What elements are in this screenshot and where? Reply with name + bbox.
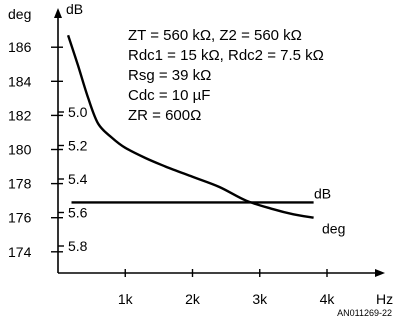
x-tick-label: 4k (320, 291, 336, 307)
deg-tick-label: 182 (8, 107, 32, 123)
labels-group: 186 184 182 180 178 176 174 5.0 5.2 5.4 5.6 5.8 1k 2k… (8, 1, 393, 318)
deg-tick-label: 178 (8, 176, 32, 192)
parameter-annotation: Rdc1 = 15 kΩ, Rdc2 = 7.5 kΩ (128, 47, 324, 64)
deg-tick-label: 184 (8, 73, 32, 89)
db-tick-label: 5.6 (68, 205, 88, 221)
parameter-annotation: ZR = 600Ω (128, 107, 201, 124)
figure-id: AN011269-22 (337, 308, 392, 318)
axes (51, 8, 385, 277)
x-axis-arrowhead (375, 269, 385, 277)
db-tick-label: 5.0 (68, 104, 88, 120)
parameter-annotation: Cdc = 10 µF (128, 87, 210, 104)
deg-tick-label: 180 (8, 142, 32, 158)
deg-tick-label: 186 (8, 39, 32, 55)
db-tick-label: 5.2 (68, 138, 88, 154)
parameter-annotation: ZT = 560 kΩ, Z2 = 560 kΩ (128, 27, 302, 44)
x-tick-label: 2k (185, 291, 201, 307)
series-label-db: dB (314, 185, 331, 201)
deg-tick-label: 176 (8, 210, 32, 226)
x-tick-label: 1k (118, 291, 134, 307)
y-axis-arrowhead (54, 8, 62, 18)
right-axis-title: dB (66, 1, 83, 17)
db-tick-label: 5.4 (68, 171, 88, 187)
parameter-annotation: Rsg = 39 kΩ (128, 67, 211, 84)
series-line-deg (66, 34, 314, 219)
x-axis-title: Hz (376, 291, 393, 307)
left-axis-title: deg (8, 6, 31, 22)
x-tick-label: 3k (252, 291, 268, 307)
deg-tick-label: 174 (8, 244, 32, 260)
series-label-deg: deg (322, 221, 345, 237)
series-group (66, 34, 314, 219)
db-tick-label: 5.8 (68, 238, 88, 254)
